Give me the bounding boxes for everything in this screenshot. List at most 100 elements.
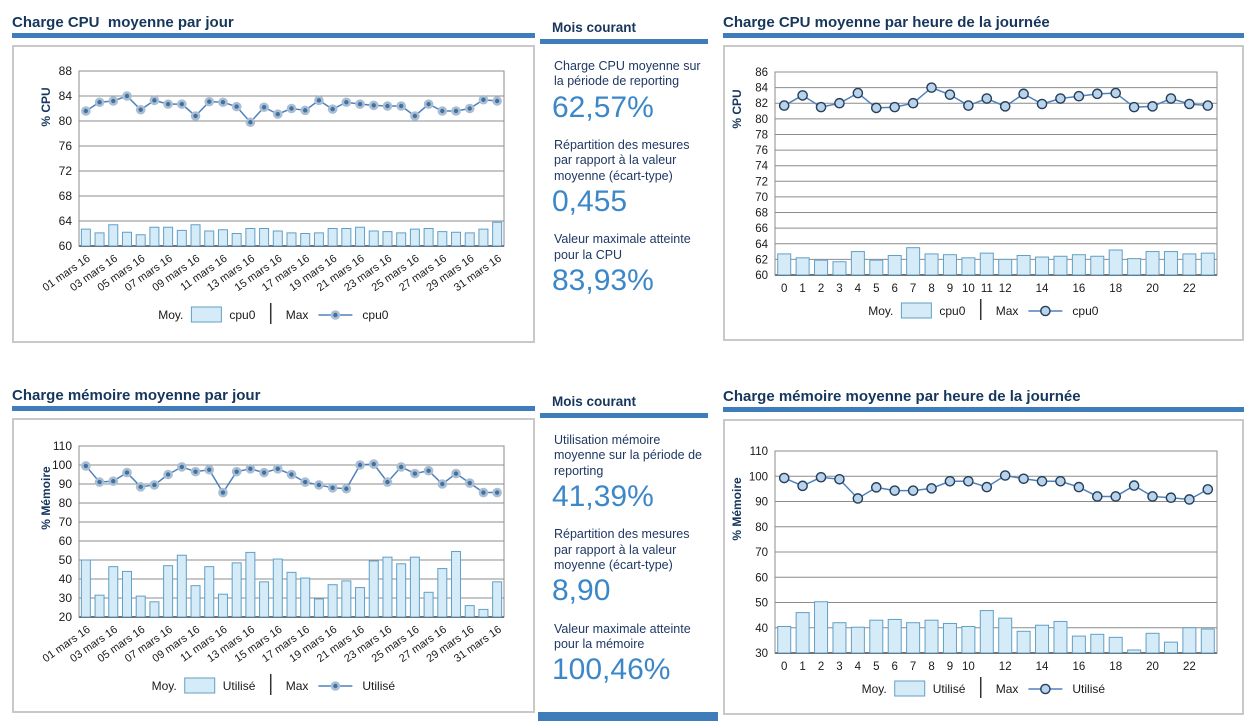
y-tick-label: 64 bbox=[59, 214, 73, 228]
y-tick-label: 72 bbox=[755, 176, 768, 188]
svg-text:cpu0: cpu0 bbox=[939, 304, 965, 318]
y-tick-label: 30 bbox=[755, 648, 768, 660]
svg-text:Max: Max bbox=[996, 682, 1019, 696]
y-tick-label: 88 bbox=[59, 64, 73, 78]
y-tick-label: 64 bbox=[755, 239, 768, 251]
svg-text:12: 12 bbox=[999, 661, 1012, 673]
y-tick-label: 50 bbox=[755, 598, 768, 610]
stat-label: Répartition des mesures par rapport à la… bbox=[554, 527, 690, 572]
svg-text:Moy.: Moy. bbox=[862, 682, 887, 696]
svg-text:Moy.: Moy. bbox=[152, 679, 177, 693]
memory-stats-panel: Mois courant Utilisation mémoire moyenne… bbox=[540, 394, 708, 686]
line-markers bbox=[81, 459, 502, 498]
y-axis-title: % Mémoire bbox=[730, 477, 744, 541]
plot-border bbox=[774, 450, 1218, 654]
svg-text:Utilisé: Utilisé bbox=[362, 679, 395, 693]
stat-block: Répartition des mesures par rapport à la… bbox=[540, 527, 708, 606]
svg-text:8: 8 bbox=[928, 661, 934, 673]
line-series bbox=[783, 86, 1208, 109]
y-tick-label: 70 bbox=[755, 192, 768, 204]
x-axis-labels: 0 1 2 3 4 5 6 7 8 9 10 11 12 14 16 18 20 22 bbox=[781, 283, 1196, 295]
svg-text:14: 14 bbox=[1036, 283, 1049, 295]
plot-border bbox=[774, 71, 1218, 276]
y-tick-label: 70 bbox=[755, 547, 768, 559]
stat-value: 41,39% bbox=[552, 479, 654, 513]
y-tick-label: 80 bbox=[755, 522, 768, 534]
svg-text:5: 5 bbox=[873, 661, 879, 673]
stat-value: 100,46% bbox=[552, 653, 671, 686]
y-tick-label: 40 bbox=[59, 572, 73, 586]
cpu-daily-panel: Charge CPU moyenne par jour 88 84 80 76 72 68… bbox=[12, 14, 535, 343]
stat-value: 8,90 bbox=[552, 574, 611, 607]
y-tick-label: 84 bbox=[755, 83, 768, 95]
svg-text:Utilisé: Utilisé bbox=[1072, 682, 1105, 696]
svg-text:8: 8 bbox=[928, 283, 934, 295]
svg-text:9: 9 bbox=[947, 283, 953, 295]
stat-value: 62,57% bbox=[552, 90, 654, 124]
y-tick-label: 80 bbox=[755, 114, 768, 126]
legend: Moy. Utilisé Max Utilisé bbox=[152, 674, 395, 695]
svg-text:Max: Max bbox=[286, 308, 309, 322]
svg-text:14: 14 bbox=[1036, 661, 1049, 673]
cpu-daily-title: Charge CPU moyenne par jour bbox=[12, 14, 535, 38]
svg-text:cpu0: cpu0 bbox=[1072, 304, 1098, 318]
stat-block: Répartition des mesures par rapport à la… bbox=[540, 138, 708, 217]
svg-text:22: 22 bbox=[1183, 661, 1196, 673]
stat-block: Valeur maximale atteinte pour la mémoire… bbox=[540, 622, 708, 686]
memory-hourly-title: Charge mémoire moyenne par heure de la j… bbox=[723, 388, 1244, 412]
stat-value: 0,455 bbox=[552, 184, 628, 218]
svg-text:2: 2 bbox=[818, 661, 824, 673]
svg-text:12: 12 bbox=[999, 283, 1012, 295]
svg-text:1: 1 bbox=[799, 661, 805, 673]
stat-value: 83,93% bbox=[552, 263, 654, 297]
memory-hourly-chart-box: 110 100 90 80 70 60 50 40 30% Mémoire 0 1 2 3 4 5 6 7 8 9 1… bbox=[723, 419, 1244, 715]
svg-text:3: 3 bbox=[836, 283, 842, 295]
svg-text:4: 4 bbox=[855, 661, 862, 673]
memory-stats-heading: Mois courant bbox=[540, 394, 708, 418]
memory-daily-panel: Charge mémoire moyenne par jour 110 100 90… bbox=[12, 387, 535, 713]
memory-daily-chart-box: 110 100 90 80 70 60 50 40 30 20 % Mémoire 01 mars 1… bbox=[12, 418, 535, 713]
svg-text:20: 20 bbox=[1146, 283, 1159, 295]
line-markers bbox=[778, 82, 1214, 114]
y-tick-label: 100 bbox=[749, 471, 768, 483]
svg-text:Max: Max bbox=[996, 304, 1019, 318]
y-tick-label: 76 bbox=[755, 145, 768, 157]
y-tick-label: 72 bbox=[59, 164, 73, 178]
y-tick-label: 50 bbox=[59, 553, 73, 567]
memory-hourly-panel: Charge mémoire moyenne par heure de la j… bbox=[723, 388, 1244, 715]
svg-text:10: 10 bbox=[962, 661, 975, 673]
y-tick-label: 62 bbox=[755, 254, 768, 266]
cpu-hourly-chart-box: 86 84 82 80 78 76 74 72 70 68 66 64 62 60% CPU 0 1 2 3 4 5 6… bbox=[723, 45, 1244, 341]
svg-text:3: 3 bbox=[836, 661, 842, 673]
bar-series bbox=[777, 247, 1215, 276]
svg-text:2: 2 bbox=[818, 283, 824, 295]
stat-block: Valeur maximale atteinte pour la CPU 83,… bbox=[540, 232, 708, 296]
y-tick-label: 100 bbox=[52, 458, 72, 472]
y-tick-label: 80 bbox=[59, 114, 73, 128]
svg-text:cpu0: cpu0 bbox=[229, 308, 255, 322]
x-axis-labels: 0 1 2 3 4 5 6 7 8 9 10 12 14 16 18 20 22 bbox=[781, 661, 1196, 673]
svg-text:7: 7 bbox=[910, 661, 916, 673]
y-tick-label: 78 bbox=[755, 129, 768, 141]
stat-label: Répartition des mesures par rapport à la… bbox=[554, 138, 690, 183]
svg-text:18: 18 bbox=[1109, 283, 1122, 295]
y-tick-label: 70 bbox=[59, 515, 73, 529]
bar-series bbox=[80, 550, 503, 618]
bar-series bbox=[777, 601, 1215, 654]
stat-label: Valeur maximale atteinte pour la CPU bbox=[554, 232, 691, 262]
y-tick-label: 86 bbox=[755, 67, 768, 79]
svg-text:Utilisé: Utilisé bbox=[933, 682, 966, 696]
svg-text:4: 4 bbox=[855, 283, 862, 295]
svg-text:20: 20 bbox=[1146, 661, 1159, 673]
svg-text:16: 16 bbox=[1072, 283, 1085, 295]
line-series bbox=[783, 474, 1209, 501]
stat-label: Valeur maximale atteinte pour la mémoire bbox=[554, 621, 691, 651]
y-axis-title: % CPU bbox=[730, 89, 744, 128]
svg-text:cpu0: cpu0 bbox=[362, 308, 388, 322]
svg-text:9: 9 bbox=[947, 661, 953, 673]
y-gridlines: 110 100 90 80 70 60 50 40 30 20 bbox=[52, 439, 504, 624]
y-tick-label: 66 bbox=[755, 223, 768, 235]
